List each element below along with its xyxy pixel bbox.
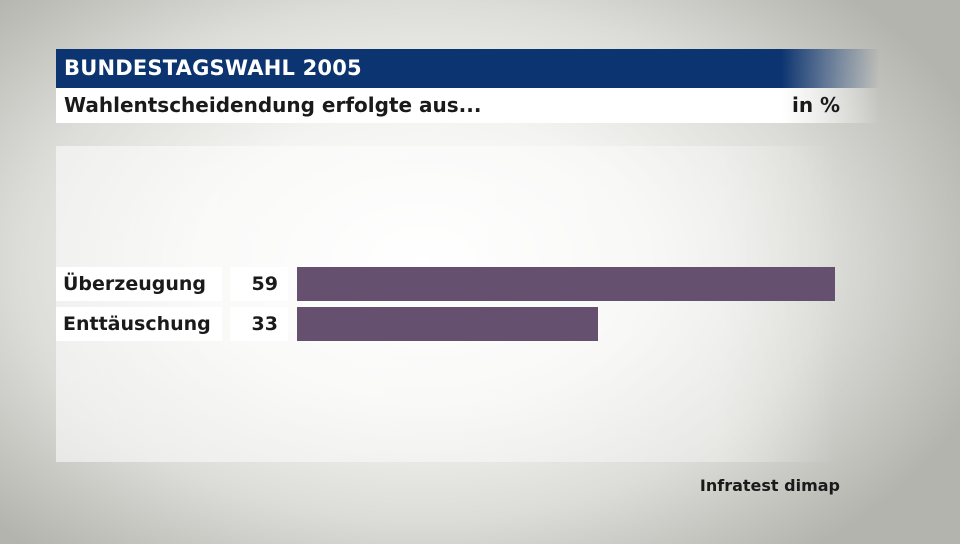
subtitle-bar: Wahlentscheidendung erfolgte aus... in % (56, 88, 880, 123)
unit-label: in % (792, 93, 841, 117)
bar (297, 307, 598, 341)
chart-title: BUNDESTAGSWAHL 2005 (64, 56, 362, 80)
value-label: 33 (230, 307, 288, 341)
bar (297, 267, 835, 301)
category-label: Überzeugung (56, 267, 222, 301)
chart-panel (56, 146, 836, 462)
header-bar: BUNDESTAGSWAHL 2005 (56, 49, 880, 88)
category-label: Enttäuschung (56, 307, 222, 341)
value-label: 59 (230, 267, 288, 301)
chart-subtitle: Wahlentscheidendung erfolgte aus... (64, 93, 482, 117)
source-label: Infratest dimap (699, 476, 840, 495)
